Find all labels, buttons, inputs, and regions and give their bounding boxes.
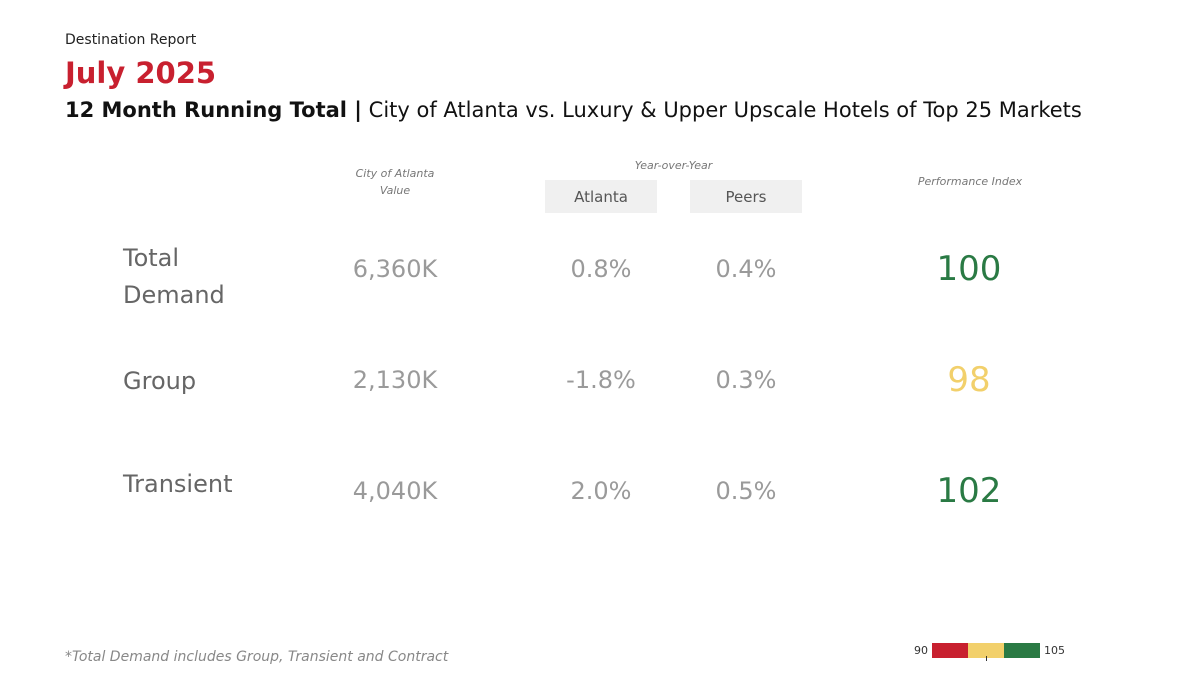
yoy-atlanta-group: -1.8% <box>566 366 636 394</box>
value-total-demand: 6,360K <box>352 255 438 283</box>
row-label-total-demand: Total Demand <box>123 244 225 309</box>
performance-index-header: Performance Index <box>917 175 1023 188</box>
page-subtitle: 12 Month Running Total | City of Atlanta… <box>65 98 1082 122</box>
legend-yellow-swatch <box>968 643 1004 658</box>
value-group: 2,130K <box>352 366 438 394</box>
value-header-line2: Value <box>379 184 411 197</box>
index-total-demand: 100 <box>936 249 1002 289</box>
footnote: *Total Demand includes Group, Transient … <box>65 649 449 665</box>
index-color-legend <box>932 643 1040 658</box>
index-group: 98 <box>947 360 991 400</box>
index-transient: 102 <box>936 471 1002 511</box>
yoy-peers-transient: 0.5% <box>715 477 777 505</box>
value-column-header: City of Atlanta Value <box>340 165 450 199</box>
legend-min-label: 90 <box>914 644 928 657</box>
row-label-group: Group <box>123 367 197 395</box>
yoy-peers-group: 0.3% <box>715 366 777 394</box>
subtitle-bold: 12 Month Running Total | <box>65 98 362 122</box>
yoy-column-header: Year-over-Year <box>634 159 713 172</box>
peers-column-header: Peers <box>690 180 802 213</box>
legend-red-swatch <box>932 643 968 658</box>
legend-max-label: 105 <box>1044 644 1065 657</box>
yoy-atlanta-total-demand: 0.8% <box>570 255 632 283</box>
legend-midpoint-tick <box>986 656 987 661</box>
month-title: July 2025 <box>65 56 217 90</box>
yoy-peers-total-demand: 0.4% <box>715 255 777 283</box>
subtitle-rest: City of Atlanta vs. Luxury & Upper Upsca… <box>361 98 1082 122</box>
legend-green-swatch <box>1004 643 1040 658</box>
row-label-transient: Transient <box>123 470 233 498</box>
value-transient: 4,040K <box>352 477 438 505</box>
report-label: Destination Report <box>65 32 197 48</box>
atlanta-column-header: Atlanta <box>545 180 657 213</box>
value-header-line1: City of Atlanta <box>355 167 435 180</box>
yoy-atlanta-transient: 2.0% <box>570 477 632 505</box>
